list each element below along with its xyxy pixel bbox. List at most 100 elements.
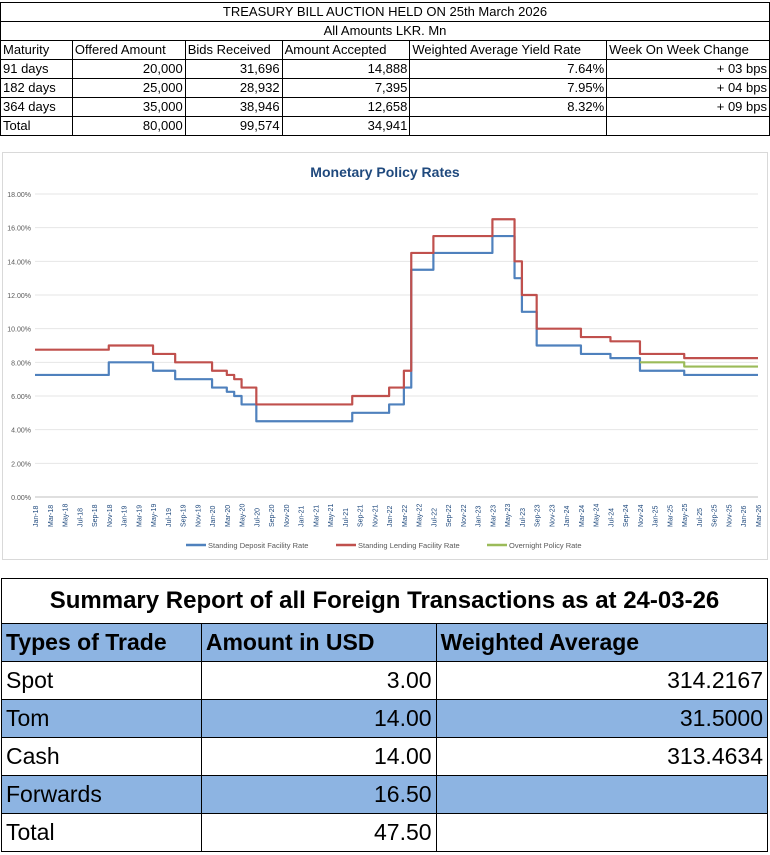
table-row: Tom 14.00 31.5000 xyxy=(1,699,769,738)
x-tick-label: Nov-23 xyxy=(549,504,556,527)
cell: 8.32% xyxy=(409,97,608,117)
header-cell: Amount in USD xyxy=(200,623,437,662)
header-cell: Weighted Average xyxy=(435,623,769,662)
y-tick-label: 14.00% xyxy=(7,259,31,266)
x-tick-label: May-24 xyxy=(594,504,601,527)
header-cell: Offered Amount xyxy=(71,40,186,60)
cell: 14.00 xyxy=(200,737,437,776)
cell: 34,941 xyxy=(281,116,411,136)
cell xyxy=(606,116,770,136)
x-tick-label: Jan-22 xyxy=(387,505,394,527)
cell: 182 days xyxy=(0,78,73,98)
table-row-total: Total 80,000 99,574 34,941 xyxy=(0,116,770,136)
y-tick-label: 12.00% xyxy=(7,293,31,300)
table-row: 364 days 35,000 38,946 12,658 8.32% + 09 bps xyxy=(0,97,770,117)
series-line-0 xyxy=(35,234,758,423)
series-line-2 xyxy=(639,361,758,368)
legend-label: Standing Lending Facility Rate xyxy=(358,541,460,550)
x-tick-label: Mar-18 xyxy=(48,505,55,527)
cell: 35,000 xyxy=(71,97,186,117)
cell: 91 days xyxy=(0,59,73,79)
series-line-1 xyxy=(35,218,758,406)
cell: 47.50 xyxy=(200,813,437,852)
header-cell: Week On Week Change xyxy=(606,40,770,60)
chart-svg: Monetary Policy Rates 0.00% 2.00% 4.00% 6.0… xyxy=(7,164,763,550)
y-tick-label: 8.00% xyxy=(11,360,31,367)
y-tick-label: 4.00% xyxy=(11,428,31,435)
x-tick-label: Nov-19 xyxy=(195,504,202,527)
x-tick-label: Jan-18 xyxy=(33,505,40,527)
table-row: Cash 14.00 313.4634 xyxy=(1,737,769,776)
auction-title: TREASURY BILL AUCTION HELD ON 25th March… xyxy=(0,2,770,22)
y-tick-label: 0.00% xyxy=(11,495,31,502)
x-tick-label: May-23 xyxy=(505,504,512,527)
y-tick-label: 16.00% xyxy=(7,226,31,233)
cell: + 03 bps xyxy=(606,59,770,79)
x-tick-label: May-18 xyxy=(63,504,70,527)
header-cell: Bids Received xyxy=(184,40,283,60)
x-tick-label: Nov-20 xyxy=(284,504,291,527)
x-tick-label: Jul-25 xyxy=(697,508,704,527)
x-tick-label: Mar-19 xyxy=(136,505,143,527)
table-row: 91 days 20,000 31,696 14,888 7.64% + 03 bps xyxy=(0,59,770,79)
cell: 80,000 xyxy=(71,116,186,136)
y-tick-label: 6.00% xyxy=(11,394,31,401)
x-tick-label: Jul-23 xyxy=(520,508,527,527)
table-row: Spot 3.00 314.2167 xyxy=(1,661,769,700)
cell: 14.00 xyxy=(200,699,437,738)
cell: 20,000 xyxy=(71,59,186,79)
x-tick-label: Sep-25 xyxy=(712,504,719,527)
cell xyxy=(435,775,769,814)
x-tick-label: Sep-19 xyxy=(181,504,188,527)
x-tick-label: May-19 xyxy=(151,504,158,527)
y-tick-label: 10.00% xyxy=(7,327,31,334)
x-tick-label: Mar-22 xyxy=(402,505,409,527)
cell: Tom xyxy=(1,699,202,738)
x-tick-label: May-22 xyxy=(417,504,424,527)
cell: Spot xyxy=(1,661,202,700)
cell: 313.4634 xyxy=(435,737,769,776)
table-header-row: Maturity Offered Amount Bids Received Am… xyxy=(0,40,770,60)
x-tick-label: Jan-26 xyxy=(741,505,748,527)
legend-label: Overnight Policy Rate xyxy=(509,541,582,550)
x-tick-label: Nov-22 xyxy=(461,504,468,527)
header-cell: Types of Trade xyxy=(1,623,202,662)
x-tick-label: Nov-21 xyxy=(372,504,379,527)
y-tick-label: 2.00% xyxy=(11,461,31,468)
chart-title: Monetary Policy Rates xyxy=(310,164,460,180)
x-tick-label: Jul-24 xyxy=(608,508,615,527)
x-tick-label: Mar-20 xyxy=(225,505,232,527)
fx-title: Summary Report of all Foreign Transactio… xyxy=(1,578,768,624)
treasury-bill-auction-table: TREASURY BILL AUCTION HELD ON 25th March… xyxy=(0,2,770,136)
x-tick-label: Jan-19 xyxy=(122,505,129,527)
foreign-transactions-table: Summary Report of all Foreign Transactio… xyxy=(1,578,769,852)
cell: 31.5000 xyxy=(435,699,769,738)
x-tick-label: Mar-23 xyxy=(490,505,497,527)
x-tick-label: Jul-19 xyxy=(166,508,173,527)
cell xyxy=(435,813,769,852)
header-cell: Weighted Average Yield Rate xyxy=(409,40,608,60)
cell: 28,932 xyxy=(184,78,283,98)
x-tick-label: Sep-18 xyxy=(92,504,99,527)
x-tick-label: May-21 xyxy=(328,504,335,527)
header-cell: Maturity xyxy=(0,40,73,60)
x-tick-label: Sep-22 xyxy=(446,504,453,527)
x-tick-label: Nov-25 xyxy=(726,504,733,527)
x-tick-label: Jan-20 xyxy=(210,505,217,527)
x-tick-label: Nov-24 xyxy=(638,504,645,527)
x-tick-label: Jan-25 xyxy=(653,505,660,527)
cell: 3.00 xyxy=(200,661,437,700)
table-row-total: Total 47.50 xyxy=(1,813,769,852)
cell: 14,888 xyxy=(281,59,411,79)
cell: 7,395 xyxy=(281,78,411,98)
x-tick-label: Jul-22 xyxy=(431,508,438,527)
cell: 7.64% xyxy=(409,59,608,79)
table-header-row: Types of Trade Amount in USD Weighted Aver… xyxy=(1,623,769,662)
x-tick-label: Jan-24 xyxy=(564,505,571,527)
x-tick-label: Jan-21 xyxy=(299,505,306,527)
table-row: Forwards 16.50 xyxy=(1,775,769,814)
cell: 364 days xyxy=(0,97,73,117)
x-tick-label: Mar-24 xyxy=(579,505,586,527)
x-tick-label: Sep-24 xyxy=(623,504,630,527)
y-tick-label: 18.00% xyxy=(7,192,31,199)
